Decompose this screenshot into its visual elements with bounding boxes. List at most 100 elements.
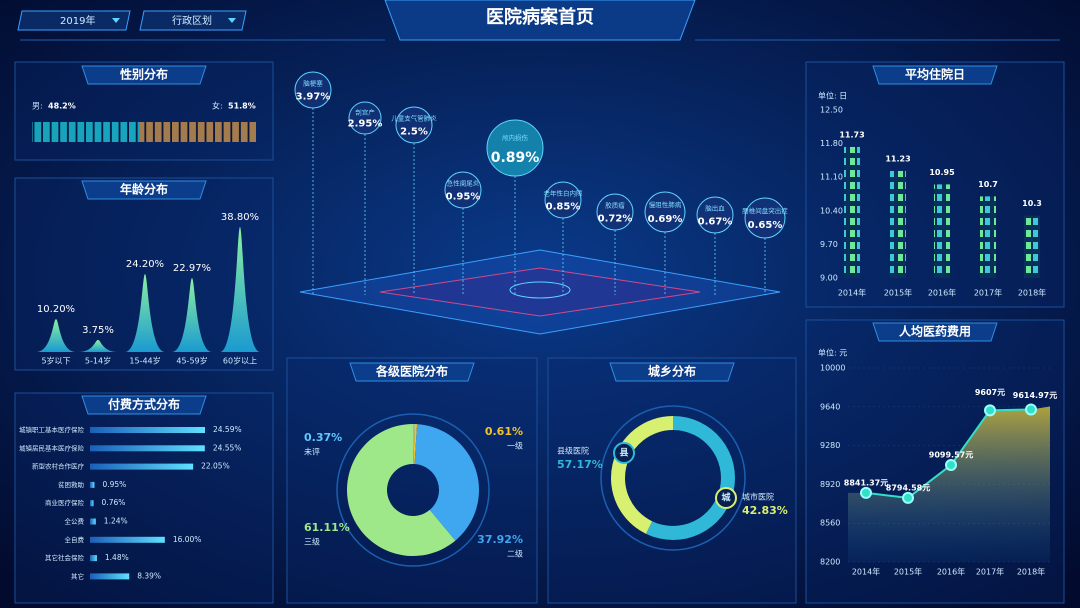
y-tick-label: 11.10 [820,173,843,182]
category-label: 全公费 [65,517,85,526]
badge [715,487,737,509]
platform [299,249,781,335]
panel-title: 年龄分布 [120,182,168,197]
bubble-value: 3.97% [296,91,331,102]
value-label: 9099.57元 [929,451,973,460]
platform-glow [509,281,571,299]
bubble-label: 老年性白内障 [544,189,584,198]
bubble-label: 剖宫产 [355,107,375,116]
bubble-value: 0.72% [598,213,633,224]
value-label: 10.7 [978,180,998,189]
peak [220,227,260,352]
value-label: 51.8% [228,102,256,111]
y-tick-label: 10.40 [820,206,843,215]
y-tick-label: 12.50 [820,106,843,115]
value-label: 0.95% [102,480,126,489]
value-label: 24.59% [213,425,242,434]
value-label: 37.92% [477,533,523,546]
hbar [90,427,205,433]
bubble-value: 0.67% [698,216,733,227]
title-tab [81,180,207,200]
bubble-value: 2.95% [348,119,383,130]
category-label: 商业医疗保险 [45,498,85,507]
value-label: 38.80% [221,212,259,223]
panel-title: 各级医院分布 [375,364,448,379]
y-tick-label: 8920 [820,480,840,489]
point [1025,403,1037,416]
value-label: 1.48% [105,553,129,562]
donut-segment [347,424,456,556]
donut-segment [646,415,736,541]
bubble-label: 腰椎间盘突出症 [742,206,788,215]
x-tick-label: 2015年 [894,567,922,577]
title-bar [384,0,696,41]
donut-segment [413,424,415,465]
bubble [486,119,544,177]
x-tick-label: 2018年 [1018,288,1046,298]
panel-title: 付费方式分布 [108,397,180,412]
x-tick-label: 5-14岁 [85,356,111,366]
region-filter[interactable]: 行政区划 [139,10,247,31]
donut-segment [413,424,418,465]
bubble [348,101,382,135]
building-bar [1024,215,1040,278]
panel-title: 人均医药费用 [899,324,971,339]
x-tick-label: 2017年 [976,567,1004,577]
y-tick-label: 8200 [820,558,840,567]
point [945,459,957,472]
value-label: 0.61% [485,425,523,438]
category-label: 二级 [507,549,523,559]
title-tab [872,65,998,85]
bubble-value: 0.85% [546,201,581,212]
x-tick-label: 60岁以上 [223,356,257,366]
value-label: 24.55% [213,443,242,452]
bubble-label: 急性阑尾炎 [447,179,480,188]
x-tick-label: 2018年 [1017,567,1045,577]
panel [547,357,797,604]
building-bar [980,196,996,278]
page-title: 医院病案首页 [486,6,594,28]
panel-title: 城乡分布 [648,364,696,379]
hbar [90,463,194,470]
category-label: 全自费 [65,535,85,544]
category-label: 三级 [304,537,320,547]
bubble [644,191,686,233]
panel [286,357,538,604]
value-label: 10.3 [1022,199,1042,208]
badge-label: 城 [721,492,730,504]
peak [172,277,212,352]
peak [36,319,76,352]
filter-label[interactable]: 行政区划 [172,14,212,27]
value-label: 9614.97元 [1013,391,1057,400]
panel-title: 性别分布 [119,67,168,82]
legend-label: 男: [32,102,43,111]
value-label: 0.37% [304,431,342,444]
building-bar [844,146,860,278]
value-label: 22.05% [201,462,230,471]
value-label: 10.95 [929,168,955,177]
value-label: 8.39% [137,571,161,580]
value-label: 8794.58元 [886,483,930,492]
year-filter[interactable]: 2019年 [17,10,131,31]
badge-label: 县 [619,448,628,459]
value-label: 61.11% [304,521,350,534]
filter-label[interactable]: 2019年 [60,14,95,27]
hbar [90,481,95,488]
bubble [596,193,634,231]
value-label: 11.73 [839,130,864,139]
title-tab [872,322,998,342]
value-label: 22.97% [173,263,211,274]
x-tick-label: 2014年 [852,567,880,577]
category-label: 城镇居民基本医疗保险 [19,443,85,452]
hbar [90,500,94,507]
hbar [90,518,96,525]
category-label: 县级医院 [557,446,589,456]
bubble-label: 颅内损伤 [502,133,529,142]
x-tick-label: 2014年 [838,288,866,298]
title-tab [81,395,207,415]
value-label: 3.75% [82,325,114,336]
bubble-value: 0.89% [491,150,540,166]
hbar [90,573,130,580]
category-label: 其它社会保险 [45,553,85,562]
